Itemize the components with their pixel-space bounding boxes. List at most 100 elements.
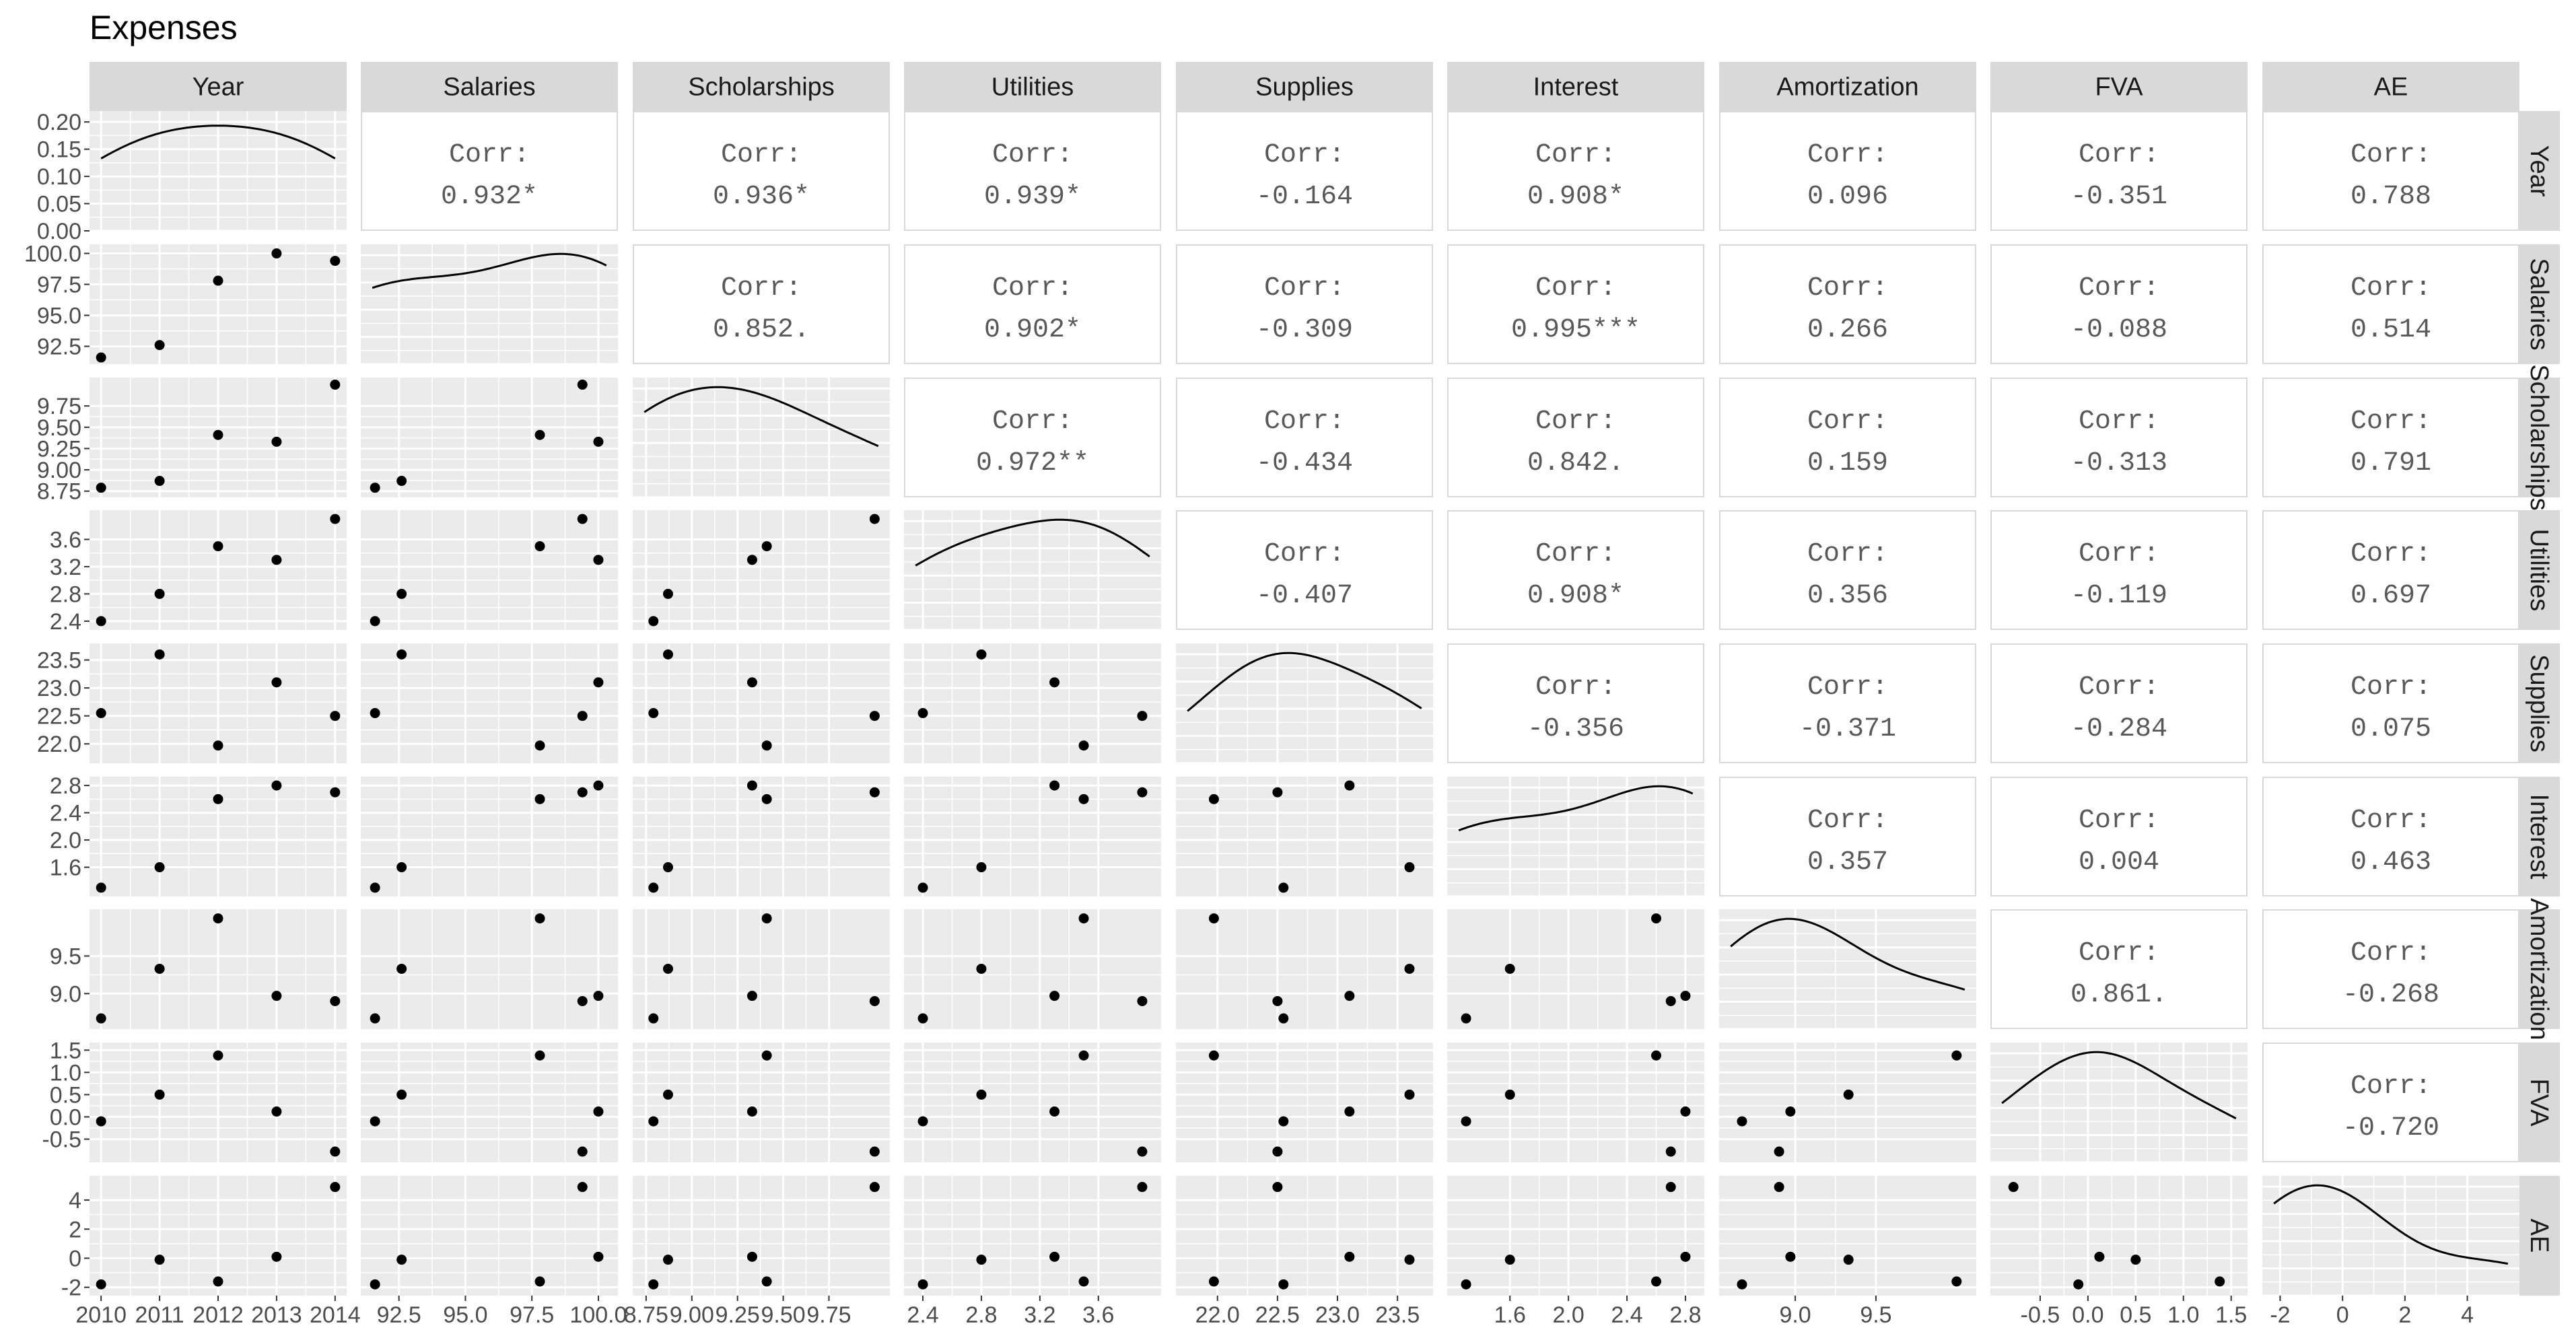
point-ae-interest-0 — [1461, 1279, 1471, 1290]
corr-value-scholarships-supplies: -0.434 — [1256, 448, 1353, 479]
corr-value-salaries-interest: 0.995*** — [1511, 315, 1640, 345]
point-ae-utilities-2 — [1078, 1276, 1089, 1287]
corr-label-supplies-fva: Corr: — [2079, 672, 2159, 703]
point-ae-salaries-0 — [370, 1279, 380, 1290]
y-tick-label-salaries-2: 97.5 — [37, 273, 81, 298]
point-fva-salaries-2 — [534, 1050, 545, 1061]
y-tick-label-scholarships-4: 9.75 — [37, 394, 81, 419]
corr-label-year-scholarships: Corr: — [721, 140, 802, 170]
point-fva-salaries-1 — [396, 1089, 407, 1100]
y-tick-label-salaries-0: 92.5 — [37, 334, 81, 360]
point-ae-amortization-1 — [1843, 1255, 1854, 1265]
point-fva-amortization-0 — [1737, 1116, 1747, 1127]
corr-value-salaries-amortization: 0.266 — [1807, 315, 1888, 345]
strip-top-label-utilities: Utilities — [991, 73, 1074, 102]
point-fva-salaries-3 — [593, 1106, 604, 1117]
scatter-panel-fva-supplies — [1176, 1043, 1433, 1162]
point-interest-salaries-2 — [534, 794, 545, 804]
point-salaries-year-0 — [96, 352, 106, 363]
point-interest-salaries-1 — [396, 862, 407, 873]
x-tick-label-amortization-1: 9.5 — [1860, 1302, 1891, 1328]
corr-value-utilities-ae: 0.697 — [2351, 581, 2431, 611]
point-utilities-year-3 — [271, 555, 282, 565]
y-tick-label-interest-2: 2.4 — [50, 801, 81, 826]
point-fva-utilities-3 — [1049, 1106, 1060, 1117]
point-interest-utilities-3 — [1049, 780, 1060, 791]
point-ae-fva-1 — [2130, 1255, 2141, 1265]
point-ae-amortization-0 — [1737, 1279, 1747, 1290]
y-tick-label-amortization-0: 9.0 — [50, 981, 81, 1007]
strip-top-salaries — [361, 62, 618, 111]
corr-label-interest-fva: Corr: — [2079, 806, 2159, 836]
corr-value-salaries-utilities: 0.902* — [984, 315, 1081, 345]
point-amortization-year-2 — [213, 913, 223, 924]
point-amortization-supplies-1 — [1404, 963, 1415, 974]
x-tick-label-scholarships-1: 9.00 — [670, 1302, 714, 1328]
strip-right-year — [2519, 111, 2560, 231]
point-ae-salaries-1 — [396, 1255, 407, 1265]
x-tick-label-salaries-1: 95.0 — [443, 1302, 487, 1328]
point-amortization-year-1 — [154, 963, 165, 974]
strip-top-interest — [1447, 62, 1704, 111]
point-fva-scholarships-2 — [761, 1050, 772, 1061]
corr-label-salaries-supplies: Corr: — [1264, 273, 1345, 304]
point-interest-year-1 — [154, 862, 165, 873]
y-tick-label-salaries-3: 100.0 — [24, 242, 81, 267]
corr-label-utilities-amortization: Corr: — [1807, 539, 1888, 569]
point-interest-supplies-2 — [1208, 794, 1219, 804]
corr-value-utilities-supplies: -0.407 — [1256, 581, 1353, 611]
point-utilities-salaries-0 — [370, 616, 380, 627]
corr-value-year-scholarships: 0.936* — [713, 182, 810, 212]
corr-label-salaries-fva: Corr: — [2079, 273, 2159, 304]
corr-value-scholarships-amortization: 0.159 — [1807, 448, 1888, 479]
corr-label-amortization-ae: Corr: — [2351, 938, 2431, 968]
strip-top-utilities — [904, 62, 1161, 111]
corr-panel-supplies-fva — [1990, 643, 2248, 763]
strip-top-fva — [1990, 62, 2248, 111]
corr-label-supplies-interest: Corr: — [1535, 672, 1616, 703]
corr-panel-scholarships-amortization — [1719, 378, 1976, 497]
corr-label-year-salaries: Corr: — [449, 140, 530, 170]
point-supplies-utilities-1 — [976, 649, 987, 660]
point-ae-interest-2 — [1650, 1276, 1661, 1287]
point-ae-supplies-1 — [1404, 1255, 1415, 1265]
point-ae-year-1 — [154, 1255, 165, 1265]
point-interest-utilities-1 — [976, 862, 987, 873]
point-ae-salaries-4 — [577, 1182, 588, 1193]
y-tick-label-amortization-1: 9.5 — [50, 944, 81, 969]
strip-right-label-interest: Interest — [2525, 794, 2553, 880]
corr-value-year-ae: 0.788 — [2351, 182, 2431, 212]
x-tick-label-year-2: 2012 — [193, 1302, 244, 1328]
y-tick-label-scholarships-3: 9.50 — [37, 415, 81, 441]
y-tick-label-scholarships-1: 9.00 — [37, 458, 81, 483]
corr-panel-year-supplies — [1176, 111, 1433, 231]
point-supplies-scholarships-2 — [761, 740, 772, 751]
x-tick-label-ae-1: 0 — [2336, 1302, 2349, 1328]
strip-right-label-scholarships: Scholarships — [2525, 364, 2553, 511]
scatter-panel-fva-scholarships — [633, 1043, 890, 1162]
scatter-panel-utilities-salaries — [361, 510, 618, 630]
point-fva-interest-0 — [1461, 1116, 1471, 1127]
corr-label-supplies-ae: Corr: — [2351, 672, 2431, 703]
point-supplies-scholarships-4 — [869, 711, 880, 721]
point-interest-salaries-0 — [370, 882, 380, 893]
point-ae-interest-1 — [1504, 1255, 1515, 1265]
strip-top-label-interest: Interest — [1533, 73, 1619, 102]
point-amortization-supplies-0 — [1278, 1013, 1289, 1024]
corr-panel-interest-amortization — [1719, 777, 1976, 896]
point-interest-year-0 — [96, 882, 106, 893]
x-tick-label-utilities-0: 2.4 — [907, 1302, 938, 1328]
point-ae-utilities-4 — [1137, 1182, 1148, 1193]
point-salaries-year-3 — [271, 248, 282, 259]
point-fva-salaries-4 — [577, 1146, 588, 1157]
strip-right-label-year: Year — [2525, 145, 2553, 197]
corr-label-salaries-scholarships: Corr: — [721, 273, 802, 304]
point-ae-fva-2 — [2215, 1276, 2225, 1287]
corr-panel-utilities-supplies — [1176, 510, 1433, 630]
point-interest-salaries-3 — [593, 780, 604, 791]
strip-right-label-utilities: Utilities — [2525, 529, 2553, 611]
point-ae-interest-3 — [1680, 1251, 1691, 1262]
point-ae-supplies-2 — [1208, 1276, 1219, 1287]
corr-value-year-salaries: 0.932* — [441, 182, 538, 212]
corr-panel-fva-ae — [2262, 1043, 2519, 1162]
